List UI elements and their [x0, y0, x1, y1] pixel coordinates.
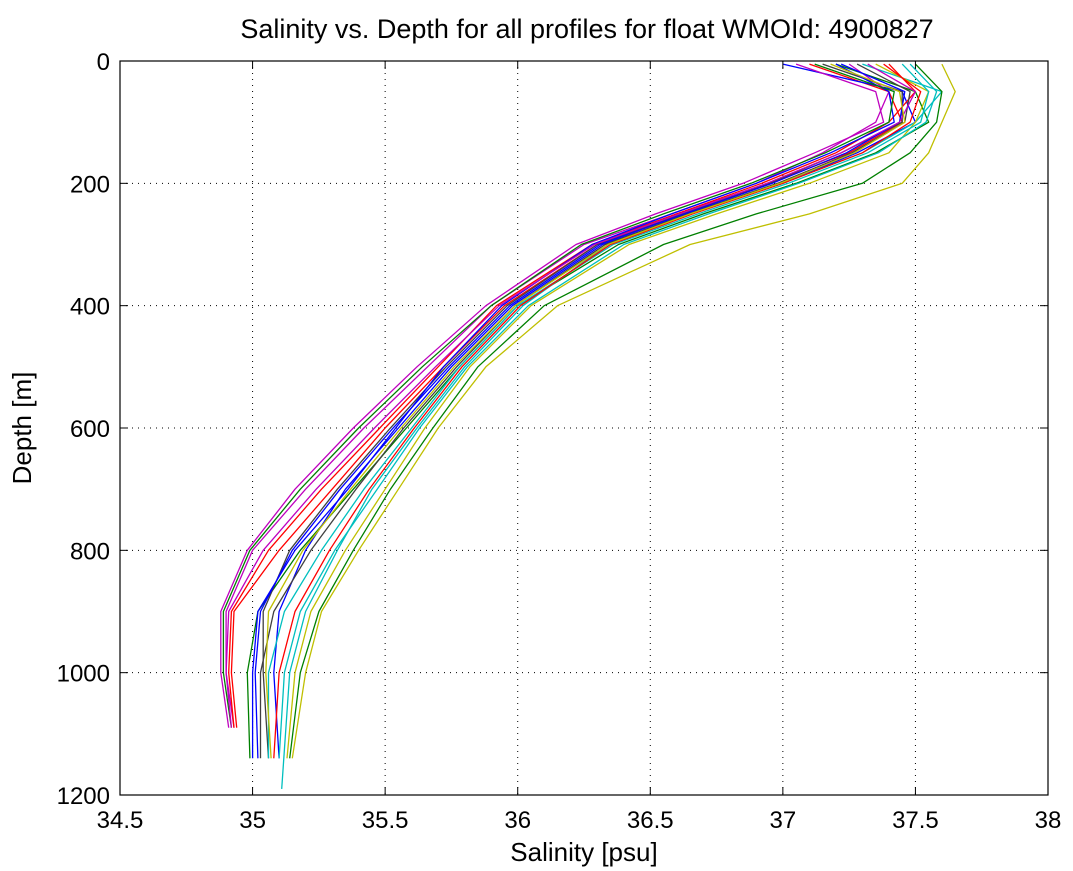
profile-line	[251, 63, 895, 759]
profile-line	[286, 63, 930, 759]
profile-line	[230, 63, 903, 728]
x-tick-label: 35	[239, 807, 266, 834]
profile-line	[281, 63, 943, 789]
series-layer	[220, 63, 956, 789]
chart-title: Salinity vs. Depth for all profiles for …	[240, 14, 933, 44]
y-tick-label: 400	[70, 294, 110, 321]
profile-line	[220, 63, 885, 728]
profile-line	[273, 63, 917, 759]
grid-lines	[120, 61, 1048, 795]
profile-line	[254, 63, 906, 759]
tick-labels: 34.5 35 35.5 36 36.5 37 37.5 38 0 200 400 600 800 100…	[57, 49, 1062, 834]
y-tick-label: 200	[70, 171, 110, 198]
profile-line	[267, 63, 930, 759]
x-tick-label: 36.5	[627, 807, 674, 834]
profile-line	[259, 63, 911, 759]
y-tick-label: 1000	[57, 661, 110, 688]
x-tick-label: 36	[504, 807, 531, 834]
profile-line	[222, 63, 895, 728]
profile-line	[265, 63, 906, 759]
y-tick-label: 0	[97, 49, 110, 76]
profile-line	[278, 63, 938, 759]
tick-marks	[119, 60, 1049, 796]
profile-line	[262, 63, 903, 759]
y-tick-label: 800	[70, 538, 110, 565]
y-tick-label: 1200	[57, 783, 110, 810]
x-tick-label: 35.5	[362, 807, 409, 834]
profile-line	[225, 63, 917, 728]
plot-frame	[119, 60, 1049, 796]
profile-line	[228, 63, 917, 728]
profile-line	[291, 63, 956, 759]
profile-line	[289, 63, 943, 759]
y-tick-label: 600	[70, 416, 110, 443]
x-axis-label: Salinity [psu]	[510, 837, 657, 867]
profile-line	[273, 63, 922, 759]
x-tick-label: 37	[770, 807, 797, 834]
x-tick-label: 37.5	[892, 807, 939, 834]
y-axis-label: Depth [m]	[7, 372, 37, 485]
x-tick-label: 34.5	[97, 807, 144, 834]
x-tick-label: 38	[1035, 807, 1062, 834]
